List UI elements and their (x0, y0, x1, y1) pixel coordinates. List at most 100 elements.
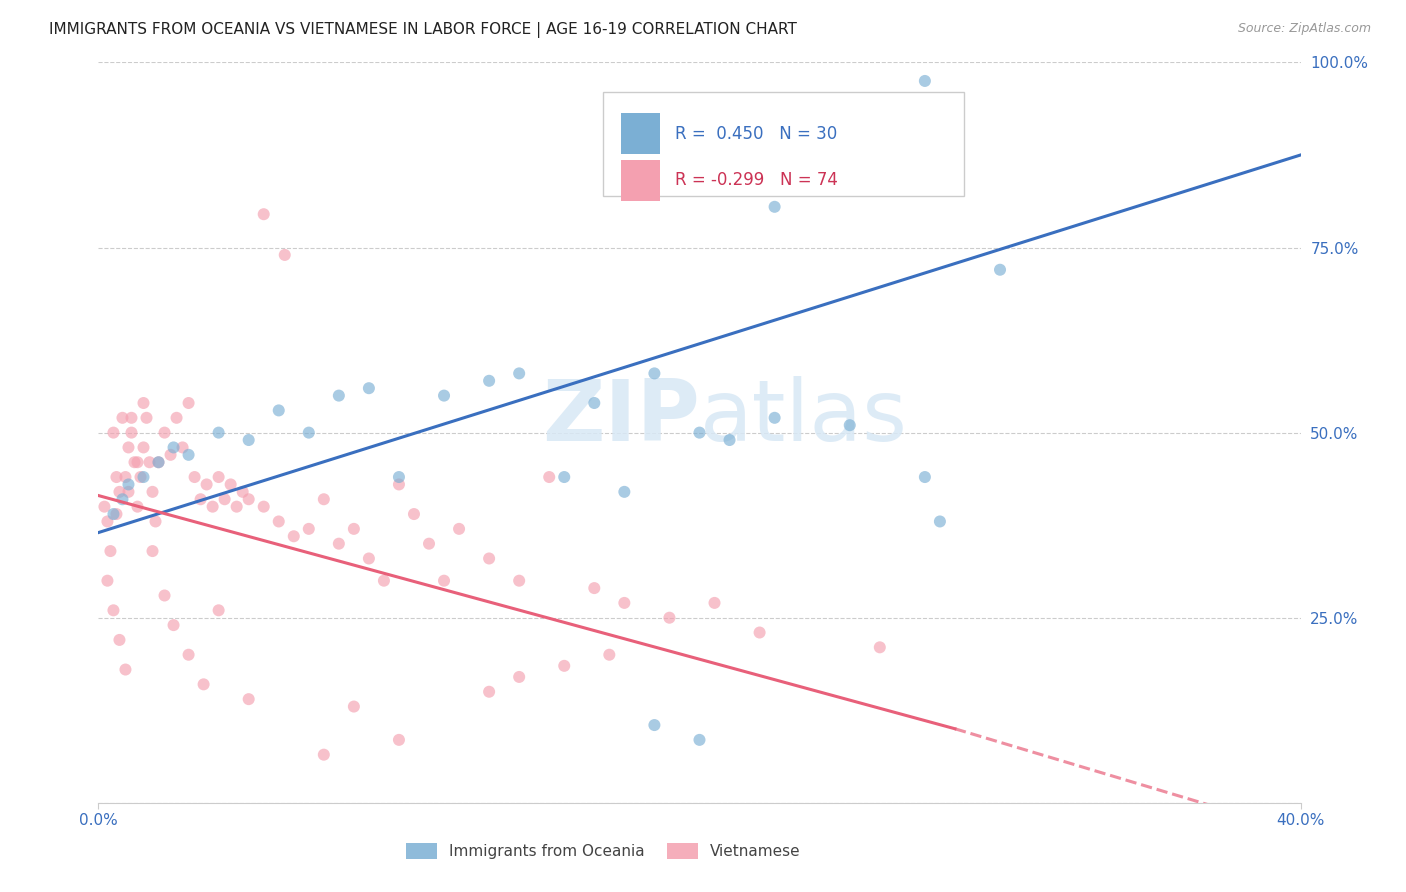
Point (508, 367, 530, 381)
Point (127, 455, 149, 469)
Legend: Immigrants from Oceania, Vietnamese: Immigrants from Oceania, Vietnamese (399, 838, 807, 865)
Point (643, 367, 665, 381)
Point (138, 455, 160, 469)
Point (108, 632, 131, 647)
Point (538, 470, 561, 484)
Point (402, 507, 425, 521)
Point (93, 500, 115, 514)
Point (478, 374, 501, 388)
Point (283, 529, 305, 543)
Point (159, 448, 181, 462)
Point (225, 500, 247, 514)
Point (553, 470, 575, 484)
Point (193, 677, 215, 691)
Point (253, 207, 276, 221)
Point (145, 515, 167, 529)
Point (388, 470, 411, 484)
Point (312, 492, 335, 507)
Text: ZIP: ZIP (541, 376, 700, 459)
Point (103, 425, 125, 440)
Point (214, 492, 236, 507)
Point (703, 596, 725, 610)
Text: IMMIGRANTS FROM OCEANIA VS VIETNAMESE IN LABOR FORCE | AGE 16-19 CORRELATION CHA: IMMIGRANTS FROM OCEANIA VS VIETNAMESE IN… (49, 22, 797, 38)
Point (108, 484, 131, 499)
Point (658, 611, 681, 625)
Point (100, 544, 122, 558)
Point (219, 477, 242, 491)
Point (433, 389, 456, 403)
Point (117, 477, 139, 491)
Point (162, 441, 184, 455)
Point (177, 396, 200, 410)
Point (132, 470, 155, 484)
Point (267, 515, 290, 529)
Point (208, 470, 231, 484)
Text: R =  0.450   N = 30: R = 0.450 N = 30 (675, 125, 838, 143)
Point (718, 433, 741, 447)
Point (148, 455, 170, 469)
Point (117, 441, 139, 455)
Point (232, 484, 254, 499)
Point (129, 470, 152, 484)
Point (748, 625, 770, 640)
Point (141, 484, 163, 499)
Text: Source: ZipAtlas.com: Source: ZipAtlas.com (1237, 22, 1371, 36)
Point (117, 484, 139, 499)
Point (343, 699, 366, 714)
Point (141, 544, 163, 558)
Point (312, 747, 335, 762)
Point (988, 262, 1011, 277)
Point (447, 522, 470, 536)
Point (583, 396, 606, 410)
Point (838, 418, 860, 433)
Point (373, 574, 395, 588)
Point (111, 410, 134, 425)
Point (208, 603, 231, 617)
Point (114, 470, 136, 484)
Point (238, 692, 260, 706)
Point (103, 603, 125, 617)
Point (613, 596, 636, 610)
Point (869, 640, 891, 655)
Point (208, 425, 231, 440)
Point (914, 470, 936, 484)
Point (166, 410, 188, 425)
Point (357, 381, 380, 395)
Point (328, 389, 350, 403)
Point (153, 425, 176, 440)
Point (114, 663, 136, 677)
Point (96, 515, 118, 529)
Point (177, 448, 200, 462)
Point (929, 515, 952, 529)
Point (613, 484, 636, 499)
Point (253, 500, 276, 514)
Point (388, 732, 411, 747)
Point (689, 732, 711, 747)
Text: R = -0.299   N = 74: R = -0.299 N = 74 (675, 171, 838, 189)
Point (153, 589, 176, 603)
Point (127, 500, 149, 514)
Point (689, 425, 711, 440)
Point (105, 470, 128, 484)
Point (201, 500, 224, 514)
Point (583, 581, 606, 595)
Point (418, 537, 440, 551)
Point (478, 551, 501, 566)
Point (103, 507, 125, 521)
Bar (621, 113, 659, 154)
Point (267, 403, 290, 417)
Point (132, 441, 155, 455)
Point (105, 507, 128, 521)
Point (238, 433, 260, 447)
Bar (621, 160, 659, 201)
Point (643, 718, 665, 732)
Point (238, 492, 260, 507)
Point (328, 537, 350, 551)
Point (172, 441, 194, 455)
Point (508, 670, 530, 684)
Point (388, 477, 411, 491)
Point (96, 574, 118, 588)
Point (195, 477, 218, 491)
Point (162, 618, 184, 632)
Point (914, 74, 936, 88)
